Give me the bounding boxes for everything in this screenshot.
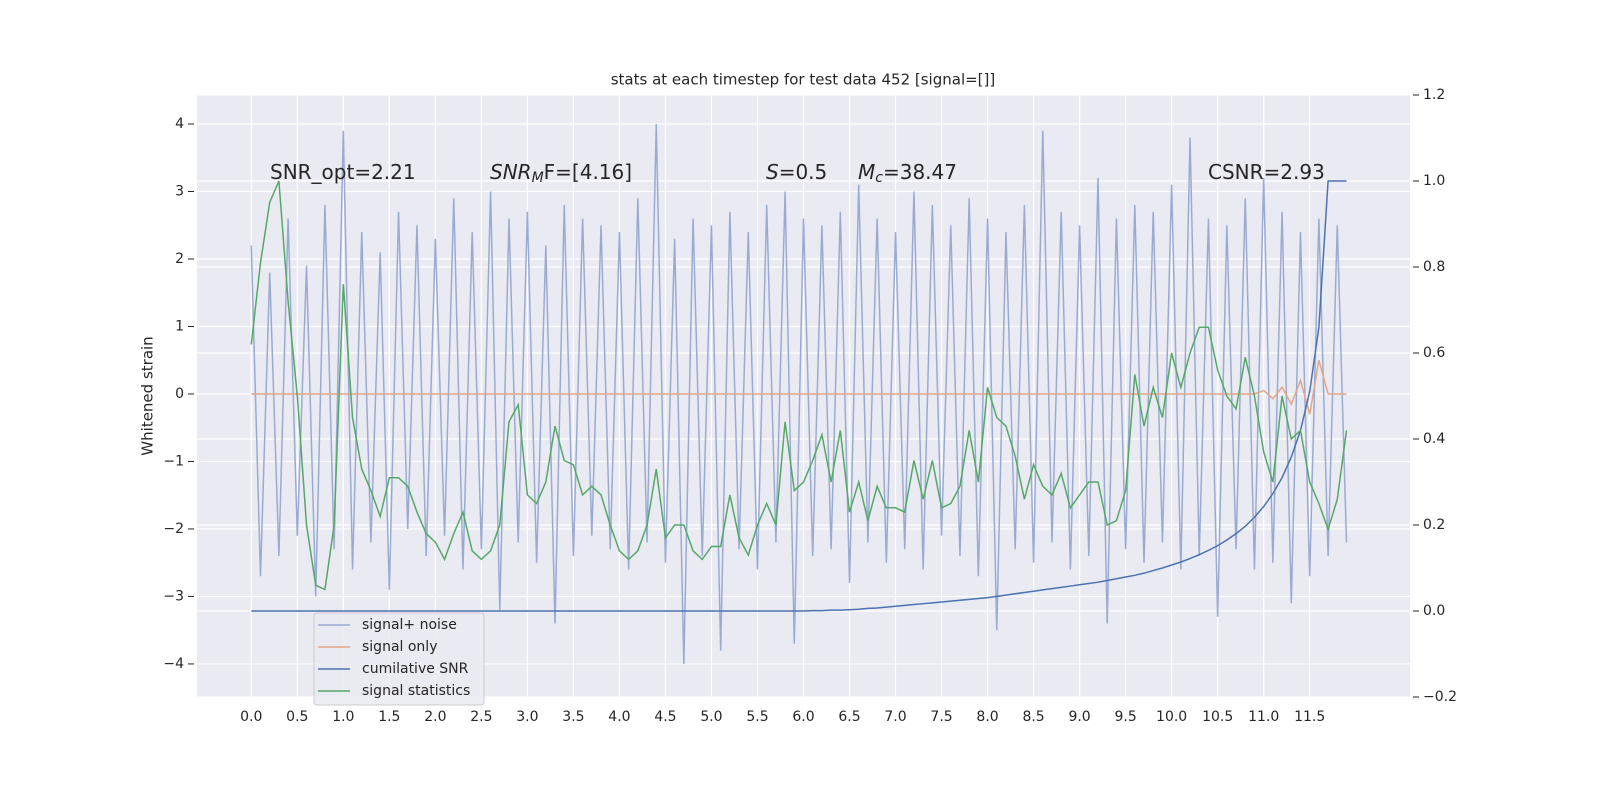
- y2-tick-label: 0.8: [1423, 259, 1445, 275]
- legend-label: signal only: [362, 639, 437, 655]
- y2-tick-label: 0.2: [1423, 517, 1445, 533]
- x-tick-label: 8.0: [976, 709, 998, 725]
- annotation-part: SNR_opt=2.21: [270, 160, 416, 184]
- x-tick-label: 1.5: [378, 709, 400, 725]
- x-tick-label: 7.5: [930, 709, 952, 725]
- x-tick-label: 9.5: [1114, 709, 1136, 725]
- y-tick-label: −3: [163, 588, 184, 604]
- x-tick-label: 10.0: [1156, 709, 1187, 725]
- x-tick-label: 2.5: [470, 709, 492, 725]
- marks: [250, 124, 1348, 664]
- series-line: [251, 360, 1347, 415]
- series-line: [250, 124, 1348, 664]
- x-tick-label: 3.0: [516, 709, 538, 725]
- y2-tick-label: 1.2: [1423, 87, 1445, 103]
- x-tick-label: 0.5: [286, 709, 308, 725]
- y-tick-label: 4: [175, 116, 184, 132]
- annotation-part: M: [858, 160, 875, 184]
- grid: [197, 94, 1410, 698]
- x-tick-label: 5.0: [700, 709, 722, 725]
- y-tick-label: 2: [175, 251, 184, 267]
- x-tick-label: 8.5: [1022, 709, 1044, 725]
- annotation: CSNR=2.93: [1208, 160, 1325, 184]
- y-tick-label: 1: [175, 318, 184, 334]
- x-tick-label: 4.0: [608, 709, 630, 725]
- x-tick-label: 0.0: [240, 709, 262, 725]
- y-tick-label: −4: [163, 656, 184, 672]
- annotation-part: SNR: [490, 160, 532, 184]
- y-tick-label: 3: [175, 184, 184, 200]
- x-tick-label: 1.0: [332, 709, 354, 725]
- x-tick-label: 5.5: [746, 709, 768, 725]
- annotation: Mc=38.47: [858, 160, 957, 187]
- y2-tick-label: 1.0: [1423, 173, 1445, 189]
- y-tick-label: −2: [163, 521, 184, 537]
- annotation-part: M: [532, 170, 544, 186]
- x-tick-label: 2.0: [424, 709, 446, 725]
- legend-label: signal statistics: [362, 683, 470, 699]
- legend-box: [313, 612, 485, 706]
- y2-tick-label: 0.0: [1423, 603, 1445, 619]
- annotation: S=0.5: [766, 160, 827, 184]
- annotation-part: CSNR=2.93: [1208, 160, 1325, 184]
- series-line: [251, 180, 1347, 612]
- x-tick-label: 6.0: [792, 709, 814, 725]
- x-tick-label: 11.0: [1248, 709, 1279, 725]
- annotation-part: =38.47: [883, 160, 957, 184]
- x-tick-label: 6.5: [838, 709, 860, 725]
- x-tick-label: 7.0: [884, 709, 906, 725]
- x-tick-label: 3.5: [562, 709, 584, 725]
- y-axis-label: Whitened strain: [139, 336, 157, 455]
- annotation-part: =0.5: [779, 160, 828, 184]
- overlay: 0.0 0.5 1.0 1.5 2.0 2.5 3.0 3.5 4.0 4.5 5.0 5.5 6.0 6…: [163, 87, 1457, 725]
- x-tick-label: 11.5: [1294, 709, 1325, 725]
- y-tick-label: 0: [175, 386, 184, 402]
- annotation: SNRMF=[4.16]: [490, 160, 632, 187]
- annotation: SNR_opt=2.21: [270, 160, 416, 184]
- chart-title: stats at each timestep for test data 452…: [611, 71, 996, 89]
- annotation-part: c: [875, 170, 883, 186]
- annotation-part: F=[4.16]: [544, 160, 632, 184]
- y2-tick-label: −0.2: [1423, 689, 1457, 705]
- legend-label: cumilative SNR: [362, 661, 469, 677]
- y-tick-label: −1: [163, 453, 184, 469]
- x-tick-label: 9.0: [1068, 709, 1090, 725]
- series-line: [250, 180, 1348, 591]
- y2-tick-label: 0.4: [1423, 431, 1445, 447]
- legend-label: signal+ noise: [362, 617, 457, 633]
- x-tick-label: 10.5: [1202, 709, 1233, 725]
- annotation-part: S: [766, 160, 779, 184]
- x-tick-label: 4.5: [654, 709, 676, 725]
- y2-tick-label: 0.6: [1423, 345, 1445, 361]
